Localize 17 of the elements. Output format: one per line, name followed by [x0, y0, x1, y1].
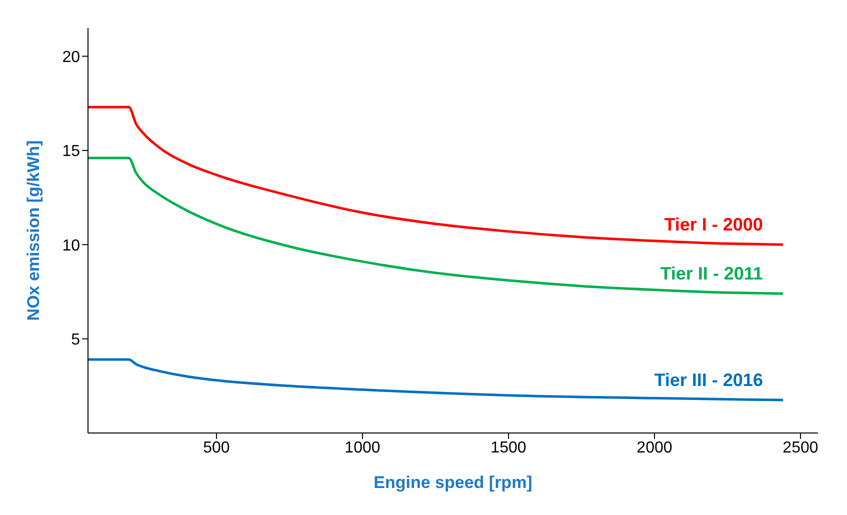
y-tick-label: 15: [62, 143, 80, 160]
y-tick-label: 10: [62, 237, 80, 254]
series-label: Tier I - 2000: [664, 214, 763, 235]
y-axis-title: NOx emission [g/kWh]: [24, 140, 44, 321]
line-series: [88, 106, 784, 246]
y-tick-label: 5: [71, 331, 80, 348]
line-series: [88, 358, 784, 402]
x-tick-label: 2500: [782, 439, 818, 456]
series-label: Tier III - 2016: [654, 370, 763, 390]
x-tick-label: 1000: [344, 439, 380, 456]
line-series: [88, 156, 784, 295]
x-tick-label: 1500: [490, 439, 526, 456]
x-axis-title: Engine speed [rpm]: [374, 473, 532, 492]
y-tick-label: 20: [62, 48, 80, 66]
x-tick-label: 2000: [636, 439, 672, 456]
series-label: Tier II - 2011: [660, 264, 763, 284]
x-tick-label: 500: [203, 439, 230, 456]
